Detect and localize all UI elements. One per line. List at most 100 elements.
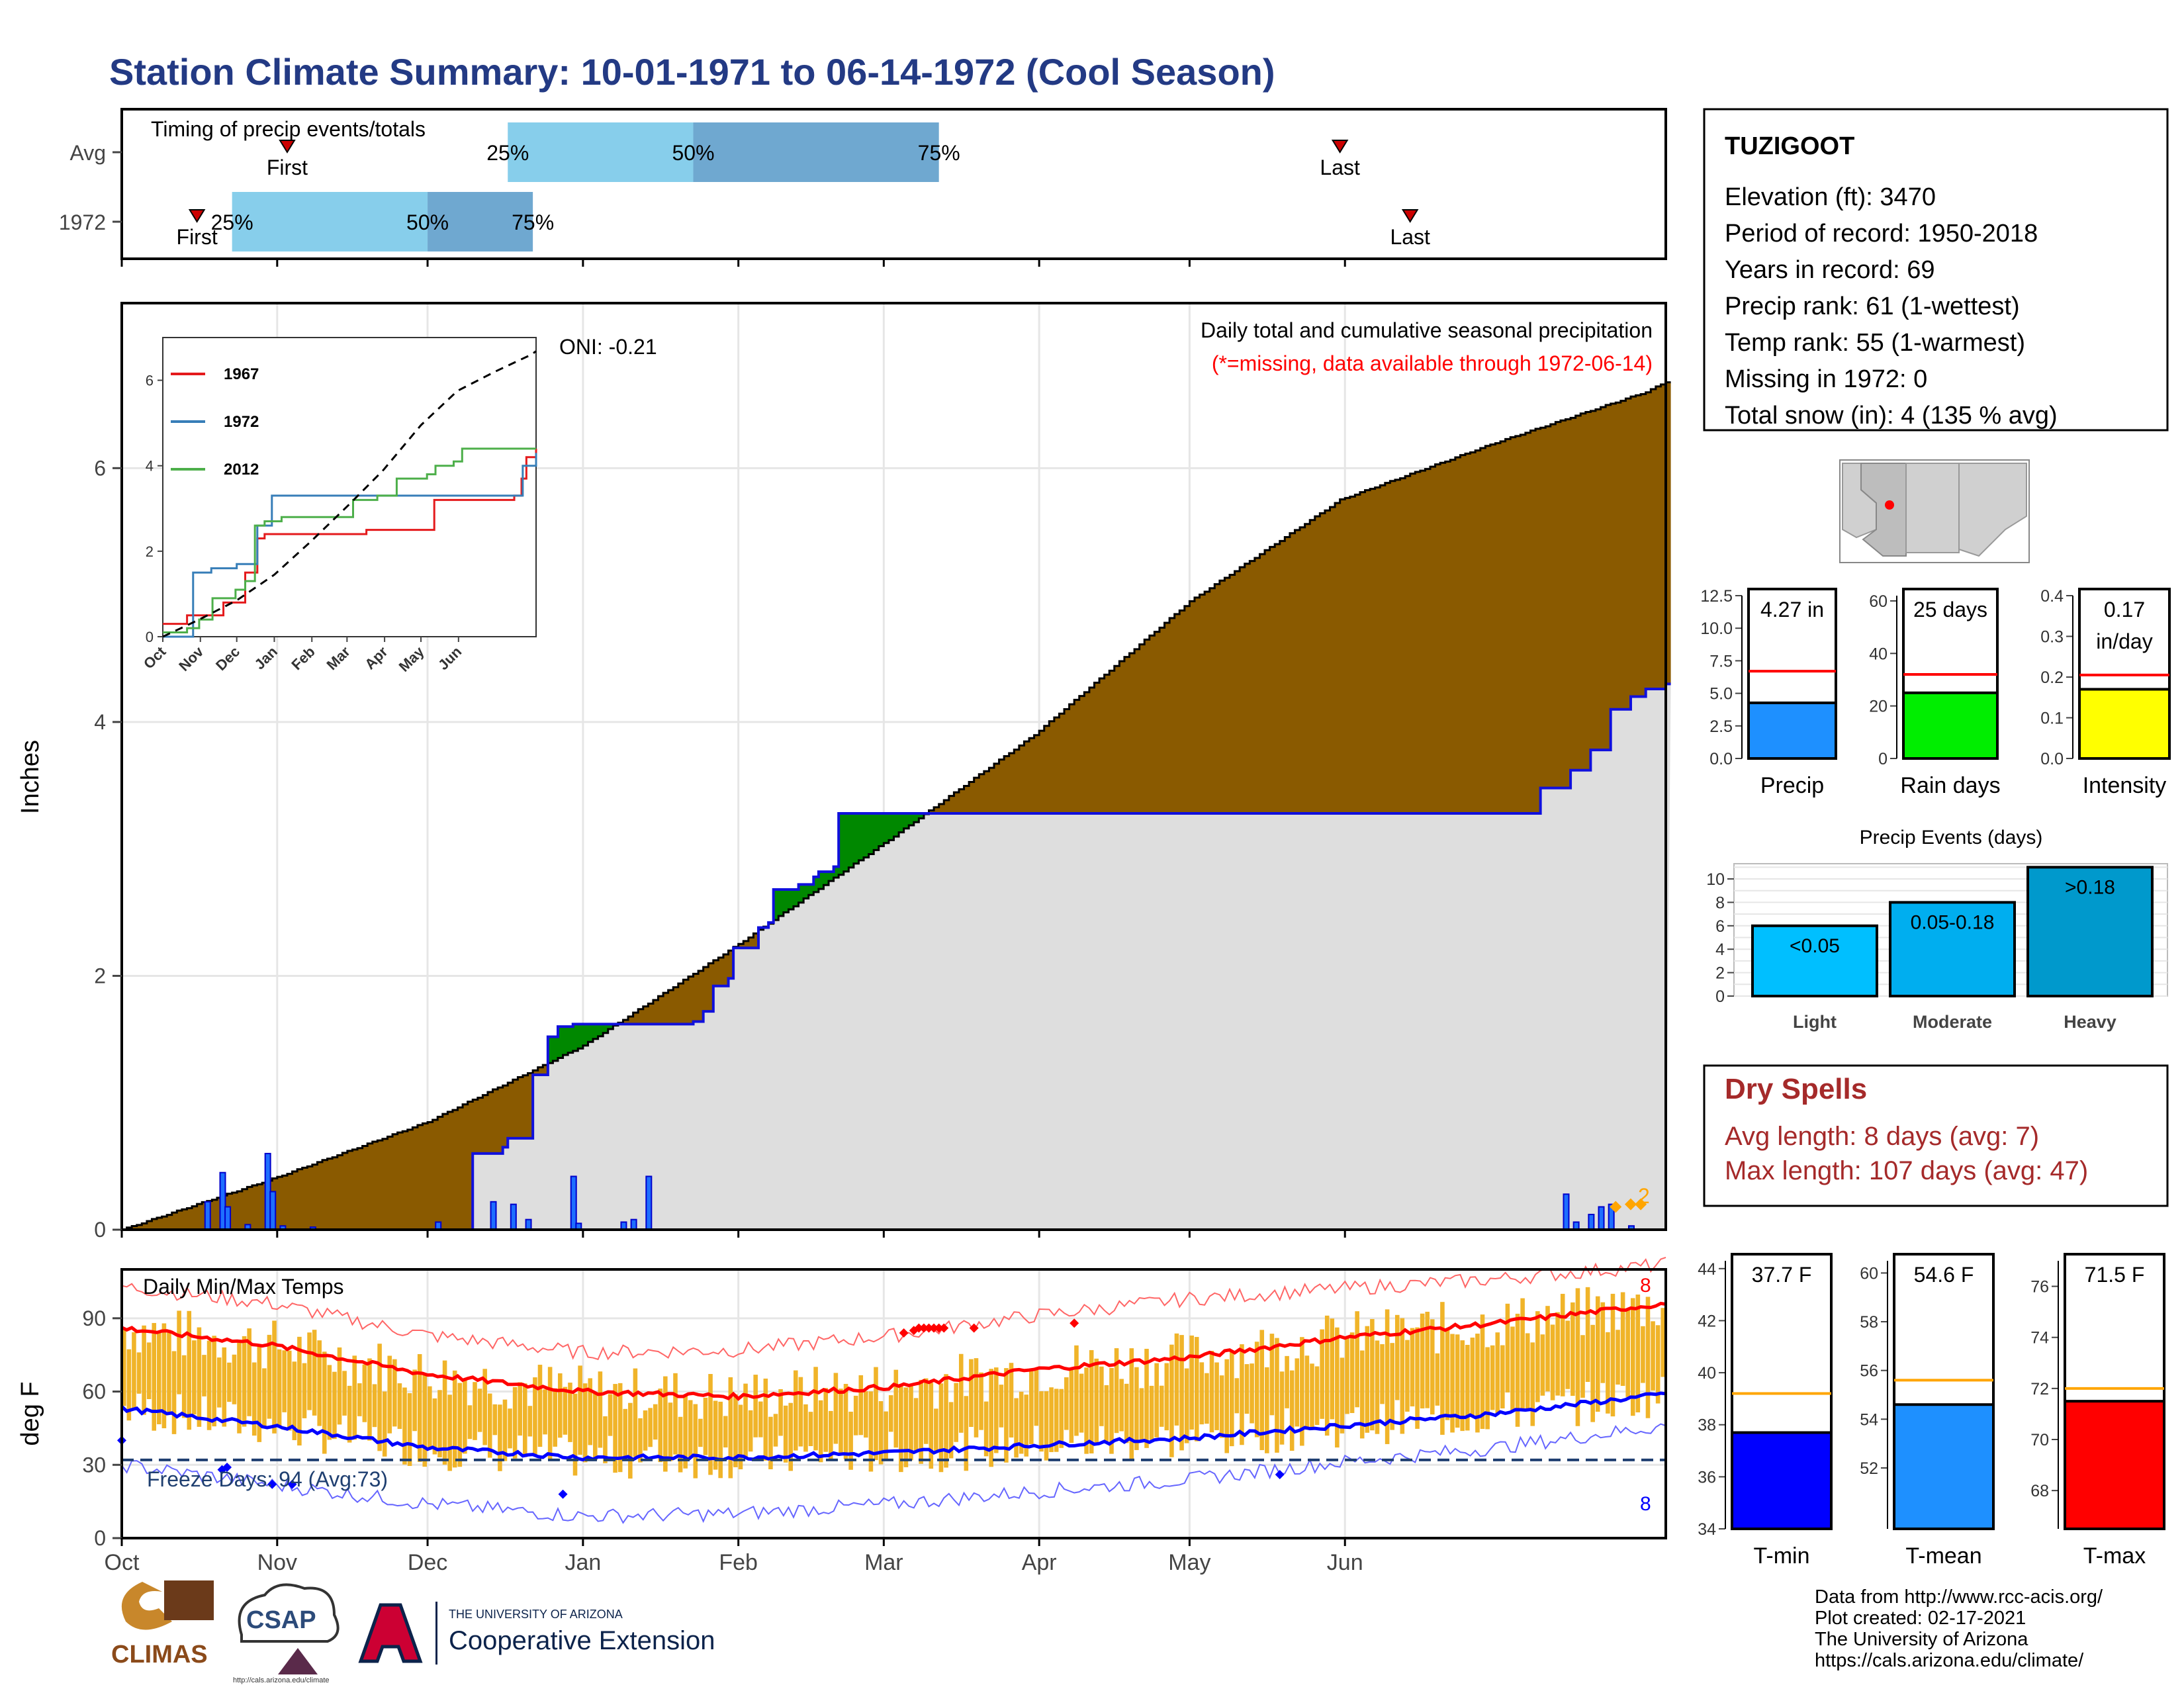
daily-temp-bar [161,1323,167,1428]
daily-temp-bar [1349,1332,1355,1414]
daily-temp-bar [578,1365,582,1455]
inset-legend-label: 1972 [224,413,259,431]
daily-temp-bar [146,1342,152,1400]
daily-precip-bar [525,1218,532,1231]
daily-temp-bar [1525,1333,1530,1411]
daily-temp-bar [563,1387,568,1435]
inset-average-line [162,350,537,638]
missing-marker [1635,1198,1647,1211]
daily-temp-bar [808,1412,813,1446]
daily-temp-bar [262,1368,267,1429]
daily-temp-bar [136,1352,142,1394]
daily-temp-bar [1285,1355,1289,1408]
daily-temp-bar [1250,1363,1254,1424]
daily-temp-bar [1345,1337,1349,1414]
daily-temp-bar [1019,1391,1024,1454]
summary-ytick-label: 0.4 [2040,587,2064,606]
month-tick-label: Dec [408,1550,447,1575]
precip-summary-bars: 0.0 2.5 5.0 7.5 10.0 12.5 4.27 in Precip 0 20 40 60… [1700,587,2171,798]
daily-precip-bar [1588,1213,1595,1231]
daily-temp-bar [1335,1327,1340,1448]
daily-temp-bar [1244,1364,1250,1414]
daily-temp-bar [944,1374,948,1468]
daily-temp-bar [613,1384,617,1473]
daily-temp-bar [1014,1398,1019,1458]
daily-temp-bar [923,1378,929,1444]
dry-spells-avg: Avg length: 8 days (avg: 7) [1725,1122,2039,1151]
month-tick-label: Apr [1022,1550,1057,1575]
precip-surplus-area [547,813,929,1064]
daily-temp-bar [818,1400,823,1463]
daily-temp-bar [738,1404,743,1470]
station-info-line: Temp rank: 55 (1-warmest) [1725,329,2025,357]
station-info-line: Years in record: 69 [1725,256,1935,284]
daily-temp-bar [152,1322,157,1431]
daily-temp-bar [1154,1363,1159,1438]
daily-temp-bar [1606,1332,1610,1414]
events-bar [2026,866,2154,997]
daily-temp-bar [1415,1327,1420,1429]
daily-temp-bar [1275,1338,1279,1453]
temp-ytick-label: 90 [82,1306,106,1330]
daily-temp-bar [1520,1298,1525,1410]
summary-ytick-label: 40 [1869,645,1888,663]
daily-temp-bar [1455,1334,1460,1428]
daily-temp-bar [1380,1344,1385,1404]
daily-temp-bar [132,1332,136,1410]
summary-bar-name: Rain days [1900,773,2000,798]
daily-temp-bar [703,1397,708,1455]
daily-temp-bar [1590,1324,1595,1422]
record-high-marker [899,1328,909,1338]
daily-temp-bar [392,1359,397,1427]
daily-temp-bar [307,1332,312,1410]
timing-pct-label: 50% [672,141,714,165]
daily-temp-bar [1490,1345,1495,1410]
daily-temp-bar [913,1398,919,1451]
daily-temp-bar [1340,1357,1345,1434]
daily-temp-bar [1089,1349,1094,1454]
timing-pct-label: 50% [406,210,449,234]
daily-temp-bar [292,1361,297,1440]
station-name: TUZIGOOT [1725,132,1854,160]
ua-divider [435,1602,437,1665]
inset-ytick-label: 4 [146,458,154,475]
summary-ytick-label: 7.5 [1709,652,1733,670]
precip-deficit-area [126,382,1671,1230]
daily-temp-bar [1500,1345,1505,1409]
daily-temp-bar [983,1401,989,1457]
csap-text: CSAP [246,1606,316,1634]
month-tick-label: Nov [257,1550,297,1575]
daily-temp-bar [884,1411,888,1460]
record-high-marker [939,1323,949,1333]
daily-precip-bar [630,1218,637,1231]
daily-temp-bar [428,1386,432,1449]
daily-temp-bar [287,1350,292,1431]
daily-temp-bar [1610,1293,1615,1417]
temp-ytick-label: 0 [94,1526,106,1550]
daily-temp-bar [1049,1387,1054,1453]
record-low-marker [267,1479,277,1489]
station-info-line: Precip rank: 61 (1-wettest) [1725,293,2020,320]
daily-temp-bar [864,1391,868,1438]
daily-temp-bar [829,1410,833,1460]
events-category-label: Moderate [1913,1012,1992,1032]
daily-temp-bar [1059,1389,1064,1448]
missing-marker [1624,1198,1637,1211]
precip-frame [120,302,1667,1231]
record-low-marker [1275,1470,1285,1480]
daily-temp-bar [758,1401,763,1438]
daily-temp-bar [237,1342,242,1434]
daily-temp-bar [317,1340,322,1426]
daily-temp-bar [888,1395,893,1432]
last-marker [1401,209,1419,223]
first-marker [279,140,296,154]
map-new-mexico [1905,463,1960,553]
daily-temp-bar [1641,1326,1645,1383]
record-max-line [121,1257,1666,1361]
daily-temp-bar [1159,1385,1164,1427]
daily-temp-bar [372,1384,377,1428]
daily-temp-bar [899,1383,903,1473]
daily-precip-bar [510,1203,517,1230]
daily-temp-bar [1560,1293,1565,1396]
daily-temp-bar [142,1325,146,1415]
